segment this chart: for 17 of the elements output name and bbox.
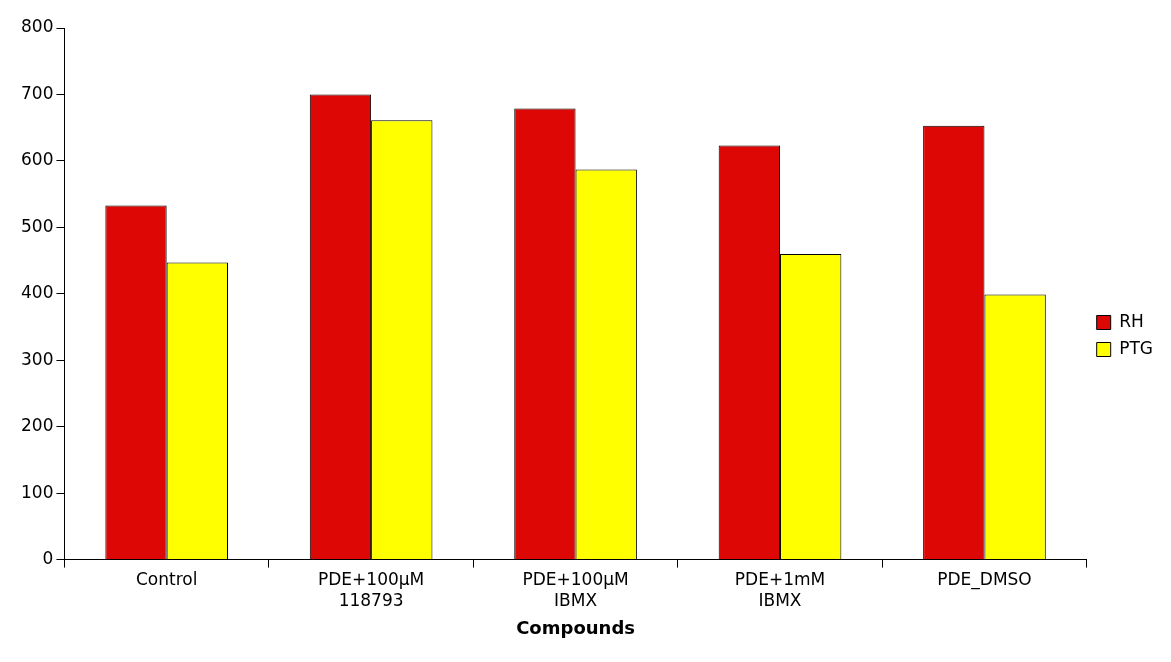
y-tick-label: 600	[20, 149, 54, 170]
y-tick-label: 700	[20, 82, 54, 103]
legend-label: RH	[1119, 310, 1144, 331]
x-axis-title: Compounds	[516, 616, 635, 638]
x-tick-label: PDE+1mM IBMX	[734, 569, 826, 610]
legend-label: PTG	[1119, 337, 1153, 358]
y-tick-label: 500	[20, 215, 54, 236]
x-tick-label: PDE+100µM 118793	[317, 569, 425, 610]
y-tick-label: 0	[42, 548, 54, 569]
y-tick-label: 300	[20, 348, 54, 369]
y-tick-label: 400	[20, 282, 54, 303]
y-tick-label: 800	[20, 16, 54, 37]
y-tick-label: 100	[20, 481, 54, 502]
x-tick-label: Control	[135, 569, 198, 590]
y-tick-label: 200	[20, 415, 54, 436]
x-tick-label: PDE_DMSO	[937, 569, 1032, 591]
x-tick-label: PDE+100µM IBMX	[522, 569, 629, 610]
